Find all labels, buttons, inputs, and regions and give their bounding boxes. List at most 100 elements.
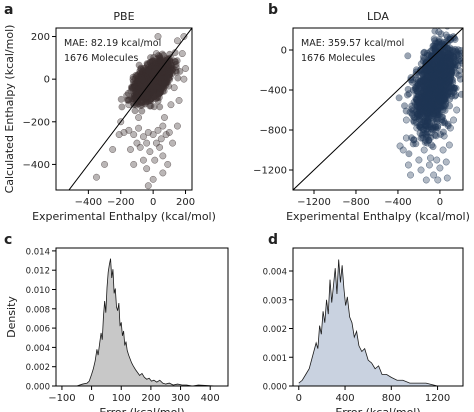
scatter-point (163, 73, 171, 81)
scatter-point (431, 43, 439, 50)
scatter-point (442, 38, 450, 46)
plot-area-c (76, 258, 217, 386)
scatter-point (165, 82, 172, 90)
scatter-point (428, 107, 436, 115)
annotation-text: MAE: 82.19 kcal/mol (64, 38, 161, 49)
scatter-point (446, 102, 453, 110)
scatter-outlier-point (115, 131, 123, 139)
scatter-point (415, 93, 423, 101)
y-tick-label: 0.008 (26, 305, 50, 315)
scatter-point (117, 95, 125, 103)
scatter-point (118, 103, 126, 111)
scatter-outlier-point (396, 142, 404, 150)
axes-frame-a (55, 27, 193, 191)
scatter-point (450, 34, 458, 42)
x-axis-label: Error (kcal/mol) (335, 406, 420, 412)
scatter-point (444, 57, 452, 65)
scatter-outlier-point (443, 174, 451, 182)
scatter-outlier-point (93, 173, 100, 181)
y-tick-label: −400 (23, 160, 50, 171)
scatter-outlier-point (154, 126, 162, 134)
y-tick-label: −200 (23, 117, 50, 128)
x-axis-label: Error (kcal/mol) (99, 406, 184, 412)
scatter-outlier-point (428, 141, 435, 149)
scatter-point (432, 132, 440, 140)
y-tick-label: −800 (260, 126, 287, 137)
scatter-point (147, 70, 155, 77)
scatter-point (146, 97, 154, 104)
scatter-outlier-point (407, 171, 414, 179)
scatter-outlier-point (165, 128, 173, 136)
scatter-outlier-point (149, 131, 157, 139)
scatter-outlier-point (435, 28, 443, 36)
scatter-outlier-point (130, 131, 138, 139)
y-tick-label: −400 (260, 86, 287, 97)
scatter-outlier-point (452, 91, 460, 99)
scatter-outlier-point (143, 139, 151, 147)
scatter-outlier-point (442, 31, 450, 39)
scatter-point (434, 115, 442, 123)
x-tick-label: 200 (141, 393, 160, 404)
scatter-point (425, 20, 431, 26)
scatter-point (428, 106, 435, 113)
scatter-point (424, 118, 431, 126)
scatter-point (431, 131, 439, 139)
scatter-point (424, 93, 432, 101)
scatter-outlier-point (125, 101, 133, 109)
y-tick-label: 0.006 (26, 325, 50, 335)
scatter-outlier-point (442, 158, 450, 166)
axes-frame-c (55, 247, 229, 387)
scatter-point (424, 67, 431, 75)
scatter-point (404, 52, 412, 60)
scatter-point (171, 49, 179, 57)
scatter-point (401, 102, 408, 110)
scatter-outlier-point (159, 169, 167, 177)
scatter-point (419, 107, 427, 115)
y-tick-label: 0.004 (26, 344, 50, 354)
annotation-text: MAE: 359.57 kcal/mol (301, 38, 404, 49)
scatter-outlier-point (170, 84, 178, 92)
y-tick-label: 0.000 (26, 383, 50, 393)
scatter-outlier-point (164, 160, 172, 168)
scatter-outlier-point (139, 133, 147, 141)
scatter-point (446, 65, 454, 72)
y-tick-label: 0.003 (263, 296, 287, 306)
scatter-point (422, 87, 430, 95)
scatter-outlier-point (154, 33, 162, 40)
scatter-outlier-point (425, 161, 433, 169)
scatter-outlier-point (109, 146, 117, 153)
scatter-outlier-point (417, 166, 425, 174)
scatter-outlier-point (161, 114, 168, 121)
scatter-outlier-point (453, 106, 461, 114)
scatter-outlier-point (446, 124, 454, 132)
scatter-point (448, 83, 455, 91)
scatter-outlier-point (173, 37, 181, 45)
scatter-point (127, 83, 135, 91)
scatter-outlier-point (439, 146, 447, 154)
scatter-point (455, 55, 463, 63)
scatter-outlier-point (182, 65, 189, 72)
plot-area-a (68, 28, 192, 190)
scatter-point (156, 103, 164, 111)
y-tick-label: 0.002 (26, 363, 50, 373)
x-tick-label: 1200 (425, 393, 450, 404)
scatter-point (405, 150, 413, 158)
scatter-outlier-point (413, 124, 421, 132)
x-tick-label: 0 (437, 197, 443, 208)
y-axis-label: Density (5, 296, 18, 338)
plot-area-b (293, 17, 463, 190)
y-axis-label: Calculated Enthalpy (kcal/mol) (3, 25, 16, 194)
scatter-outlier-point (159, 152, 167, 160)
x-tick-label: −200 (107, 197, 134, 208)
scatter-outlier-point (415, 156, 423, 164)
scatter-point (433, 39, 441, 47)
y-tick-label: −1200 (253, 166, 287, 177)
scatter-point (439, 17, 445, 23)
scatter-outlier-point (156, 143, 164, 151)
scatter-outlier-point (136, 143, 144, 151)
scatter-point (147, 95, 155, 102)
y-tick-label: 0.004 (263, 268, 287, 278)
scatter-outlier-point (180, 75, 188, 83)
y-tick-label: 0 (281, 46, 287, 57)
